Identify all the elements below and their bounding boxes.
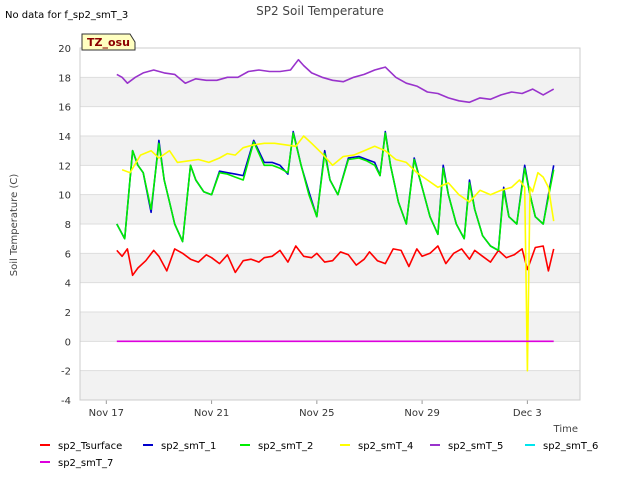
legend-label: sp2_Tsurface: [58, 441, 122, 452]
y-axis-label: Soil Temperature (C): [9, 174, 20, 277]
plot-frame: [79, 47, 581, 401]
series-line-sp2_Tsurface: [116, 245, 555, 277]
grid-band: [80, 77, 580, 107]
grid-band: [80, 194, 580, 224]
legend-label: sp2_smT_2: [258, 441, 313, 452]
x-tick-label: Nov 29: [404, 408, 439, 419]
y-tick-label: 8: [65, 220, 71, 231]
legend-item: sp2_smT_5: [430, 441, 503, 452]
series-line-sp2_smT_5: [116, 58, 555, 104]
x-tick-label: Nov 21: [194, 408, 229, 419]
grid-band: [80, 136, 580, 166]
y-tick-label: 6: [65, 249, 71, 260]
y-tick-label: 0: [65, 337, 71, 348]
legend-item: sp2_smT_4: [340, 441, 413, 452]
series-line-sp2_smT_4: [121, 135, 555, 372]
grid-band: [80, 312, 580, 342]
y-tick-label: -2: [61, 367, 71, 378]
legend-label: sp2_smT_4: [358, 441, 413, 452]
y-tick-label: 14: [58, 132, 71, 143]
tz-badge: TZ_osu: [81, 33, 136, 51]
series-line-sp2_smT_2: [116, 132, 555, 252]
y-tick-label: 16: [58, 103, 71, 114]
legend-label: sp2_smT_1: [161, 441, 216, 452]
legend-item: sp2_smT_1: [143, 441, 216, 452]
legend-item: sp2_smT_2: [240, 441, 313, 452]
no-data-note: No data for f_sp2_smT_3: [5, 10, 128, 21]
y-tick-label: 12: [58, 161, 71, 172]
legend-label: sp2_smT_5: [448, 441, 503, 452]
x-tick-label: Nov 25: [299, 408, 334, 419]
y-tick-label: 10: [58, 191, 71, 202]
y-tick-label: 4: [65, 279, 71, 290]
legend-item: sp2_smT_7: [40, 458, 113, 469]
legend-label: sp2_smT_7: [58, 458, 113, 469]
y-tick-label: -4: [61, 396, 71, 407]
y-tick-labels: -4 -2 0 2 4 6 8 10 12 14 16 18 20: [58, 44, 71, 407]
y-tick-label: 18: [58, 73, 71, 84]
legend: sp2_Tsurface sp2_smT_1 sp2_smT_2 sp2_smT_4 s…: [40, 441, 598, 469]
chart-title: SP2 Soil Temperature: [256, 4, 384, 18]
plot-background: [80, 47, 580, 401]
grid-band: [80, 370, 580, 400]
x-tick-label: Dec 3: [513, 408, 542, 419]
tz-badge-box: [81, 33, 136, 51]
series-lines: [116, 58, 555, 372]
x-axis-label: Time: [553, 424, 578, 435]
x-tick-labels: Nov 17 Nov 21 Nov 25 Nov 29 Dec 3: [89, 400, 542, 419]
grid-band: [80, 253, 580, 283]
legend-label: sp2_smT_6: [543, 441, 598, 452]
legend-item: sp2_smT_6: [525, 441, 598, 452]
legend-item: sp2_Tsurface: [40, 441, 122, 452]
y-tick-label: 2: [65, 308, 71, 319]
tz-label: TZ_osu: [87, 36, 130, 49]
y-tick-label: 20: [58, 44, 71, 55]
x-tick-label: Nov 17: [89, 408, 124, 419]
